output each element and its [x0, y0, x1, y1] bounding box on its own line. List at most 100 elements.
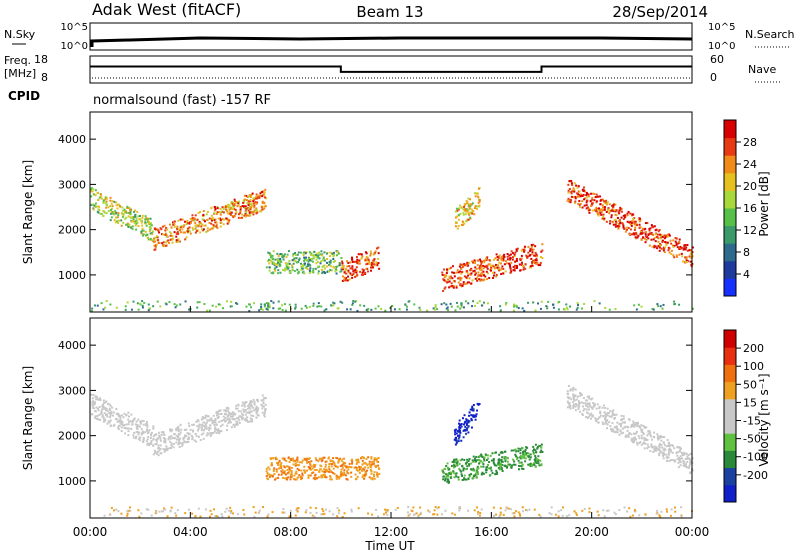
data-cell — [650, 435, 653, 438]
data-cell — [191, 214, 194, 217]
ground-cell — [320, 305, 323, 308]
data-cell — [673, 256, 676, 259]
data-cell — [312, 463, 315, 466]
data-cell — [214, 426, 217, 429]
data-cell — [94, 194, 97, 197]
ground-cell — [460, 302, 463, 305]
data-cell — [599, 410, 602, 413]
data-cell — [134, 213, 137, 216]
data-cell — [541, 257, 544, 260]
data-cell — [253, 409, 256, 412]
data-cell — [447, 479, 450, 482]
ground-cell — [651, 307, 654, 310]
data-cell — [272, 457, 275, 460]
data-cell — [622, 223, 625, 226]
data-cell — [519, 269, 522, 272]
data-cell — [491, 472, 494, 475]
data-cell — [210, 217, 213, 220]
data-cell — [300, 461, 303, 464]
data-cell — [623, 227, 626, 230]
data-cell — [464, 264, 467, 267]
data-cell — [492, 461, 495, 464]
data-cell — [311, 254, 314, 257]
ground-cell — [433, 509, 436, 512]
data-cell — [535, 262, 538, 265]
data-cell — [116, 207, 119, 210]
data-cell — [443, 274, 446, 277]
data-cell — [332, 266, 335, 269]
data-cell — [340, 268, 343, 271]
data-cell — [373, 252, 376, 255]
data-cell — [109, 212, 112, 215]
data-cell — [132, 434, 135, 437]
data-cell — [647, 445, 650, 448]
data-cell — [625, 434, 628, 437]
colorbar-tick-label: -100 — [743, 451, 768, 464]
data-cell — [282, 269, 285, 272]
data-cell — [247, 200, 250, 203]
data-cell — [622, 417, 625, 420]
data-cell — [358, 259, 361, 262]
data-cell — [644, 442, 647, 445]
data-cell — [611, 422, 614, 425]
data-cell — [467, 274, 470, 277]
data-cell — [605, 199, 608, 202]
data-cell — [210, 417, 213, 420]
data-cell — [109, 419, 112, 422]
data-cell — [206, 227, 209, 230]
data-cell — [298, 258, 301, 261]
data-cell — [582, 397, 585, 400]
data-cell — [248, 410, 251, 413]
data-cell — [634, 436, 637, 439]
data-cell — [618, 212, 621, 215]
data-cell — [348, 278, 351, 281]
data-cell — [263, 396, 266, 399]
data-cell — [470, 269, 473, 272]
data-cell — [509, 253, 512, 256]
data-cell — [148, 442, 151, 445]
data-cell — [309, 468, 312, 471]
data-cell — [244, 215, 247, 218]
data-cell — [510, 466, 513, 469]
data-cell — [476, 465, 479, 468]
data-cell — [592, 405, 595, 408]
data-cell — [226, 209, 229, 212]
data-cell — [644, 222, 647, 225]
ytick-label: 4000 — [58, 133, 86, 146]
data-cell — [647, 430, 650, 433]
data-cell — [593, 192, 596, 195]
data-cell — [611, 414, 614, 417]
data-cell — [161, 233, 164, 236]
data-cell — [289, 469, 292, 472]
ground-cell — [527, 301, 530, 304]
site-title: Adak West (fitACF) — [92, 0, 241, 19]
data-cell — [455, 464, 458, 467]
data-cell — [324, 465, 327, 468]
data-cell — [672, 254, 675, 257]
data-cell — [507, 262, 510, 265]
data-cell — [488, 263, 491, 266]
data-cell — [194, 214, 197, 217]
ground-cell — [581, 509, 584, 512]
data-cell — [364, 251, 367, 254]
data-cell — [442, 290, 445, 293]
data-cell — [465, 210, 468, 213]
data-cell — [324, 468, 327, 471]
data-cell — [460, 223, 463, 226]
data-cell — [253, 209, 256, 212]
data-cell — [480, 269, 483, 272]
data-cell — [280, 466, 283, 469]
data-cell — [212, 421, 215, 424]
ground-cell — [380, 307, 383, 310]
data-cell — [469, 204, 472, 207]
data-cell — [160, 431, 163, 434]
data-cell — [206, 421, 209, 424]
data-cell — [608, 415, 611, 418]
ground-cell — [412, 506, 415, 509]
ground-cell — [339, 300, 342, 303]
data-cell — [505, 465, 508, 468]
data-cell — [662, 249, 665, 252]
data-cell — [275, 265, 278, 268]
data-cell — [688, 458, 691, 461]
data-cell — [292, 477, 295, 480]
